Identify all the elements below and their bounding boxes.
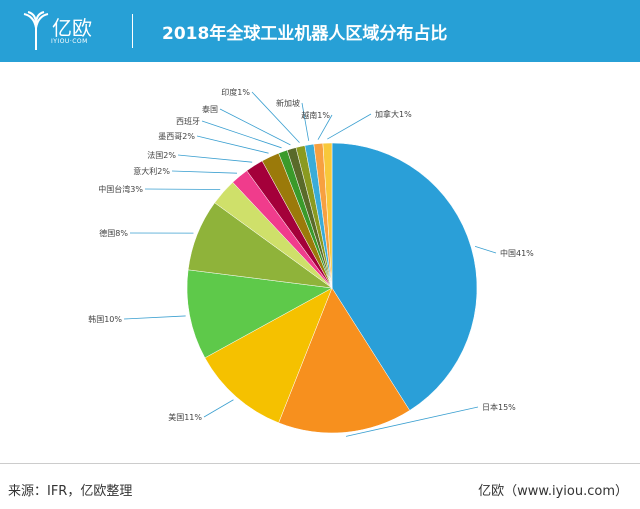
leader-line [317,114,333,140]
slice-label: 印度1% [221,87,250,97]
slice-label: 新加坡 [276,98,300,108]
pie-chart: 中国41% 日本15% 美国11% 韩国10% 德国8% 中国台湾3% 意大利2% 法国2% 墨… [88,87,534,437]
slice-label: 韩国10% [88,314,122,324]
header-banner: 亿欧 IYIOU·COM 2018年全球工业机器人区域分布占比 [0,0,640,62]
leader-line [123,315,186,320]
pie-slice [331,142,478,411]
yiou-logo-icon [23,11,49,50]
leader-line [203,399,234,418]
leader-line [327,113,372,140]
slice-label: 西班牙 [176,116,200,126]
brand-domain: IYIOU·COM [51,38,88,45]
leader-line [345,406,479,437]
slice-label: 德国8% [99,228,128,238]
leader-line [251,91,300,143]
header-divider [132,14,133,48]
leader-line [219,108,291,146]
footer-divider [0,463,640,464]
pie-slice [204,287,333,424]
leader-line [474,246,497,254]
slice-label: 中国台湾3% [98,184,143,194]
brand-name: 亿欧 [52,16,92,40]
page-title: 2018年全球工业机器人区域分布占比 [162,24,448,44]
leader-line [171,170,238,174]
slice-label: 中国41% [500,248,534,258]
slice-label: 意大利2% [133,166,170,176]
pie-slice [186,269,333,359]
pie-slice [322,142,333,289]
pie-slice [278,287,411,434]
slice-label: 墨西哥2% [158,132,195,141]
leader-line [301,102,310,141]
slice-label: 法国2% [147,150,176,160]
slice-label: 越南1% [301,110,330,120]
leader-line [201,120,282,149]
slice-label: 泰国 [202,104,218,114]
slice-label: 日本15% [482,402,516,412]
source-note: 来源：IFR，亿欧整理 [8,484,133,499]
slice-label: 加拿大1% [375,109,412,119]
leader-line [177,154,253,163]
site-credit: 亿欧（www.iyiou.com） [478,484,628,499]
slice-label: 美国11% [168,412,202,422]
leader-line [196,135,269,154]
